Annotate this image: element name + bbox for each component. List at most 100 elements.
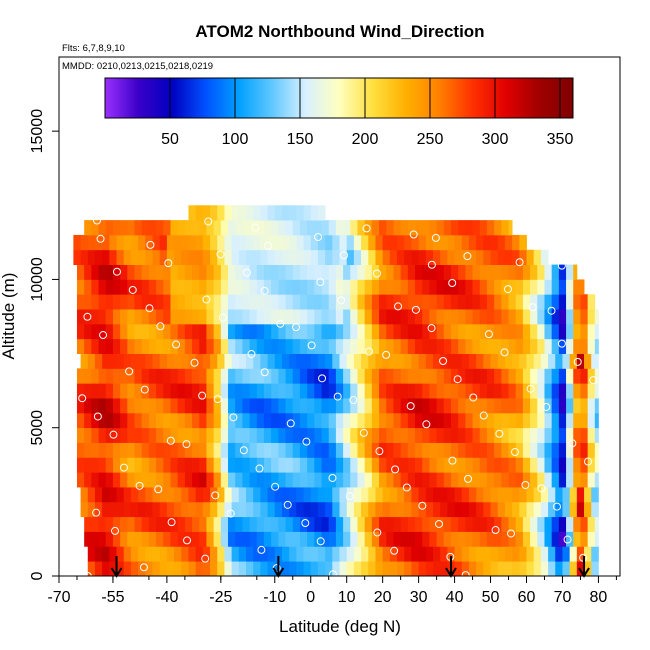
heatmap-cell (299, 264, 308, 280)
heatmap-cell (235, 412, 243, 429)
heatmap-cell (450, 338, 459, 354)
heatmap-cell (548, 501, 556, 518)
heatmap-cell (231, 249, 240, 265)
heatmap-cell (594, 398, 599, 414)
sample-point (119, 463, 128, 472)
heatmap-cell (263, 531, 272, 547)
heatmap-cell (465, 457, 473, 473)
heatmap-cell (105, 412, 114, 429)
heatmap-cell (289, 234, 297, 251)
heatmap-cell (105, 531, 114, 547)
heatmap-cell (220, 338, 229, 354)
heatmap-cell (87, 546, 96, 562)
sample-point (328, 570, 337, 579)
heatmap-cell (91, 398, 99, 414)
heatmap-cell (450, 294, 459, 310)
heatmap-cell (206, 412, 215, 429)
heatmap-cell (350, 427, 358, 443)
heatmap-cell (94, 487, 103, 503)
heatmap-cell (141, 516, 150, 532)
heatmap-cell (184, 279, 193, 295)
heatmap-cell (213, 309, 222, 325)
heatmap-cell (199, 279, 207, 295)
heatmap-cell (580, 279, 585, 295)
heatmap-cell (148, 472, 157, 488)
heatmap-cell (404, 234, 412, 251)
heatmap-cell (454, 487, 463, 503)
heatmap-cell (335, 398, 344, 414)
heatmap-cell (397, 546, 405, 562)
heatmap-cell (199, 531, 207, 547)
heatmap-cell (181, 487, 189, 503)
heatmap-cell (199, 264, 207, 280)
heatmap-cell (94, 353, 103, 369)
heatmap-cell (127, 323, 135, 340)
heatmap-cell (576, 546, 585, 562)
heatmap-cell (271, 368, 279, 384)
heatmap-cell (163, 398, 171, 414)
heatmap-cell (76, 264, 85, 280)
heatmap-cell (382, 234, 391, 251)
heatmap-cell (271, 338, 279, 354)
heatmap-cell (228, 427, 236, 443)
heatmap-cell (242, 427, 250, 443)
heatmap-cell (418, 487, 427, 503)
heatmap-cell (80, 501, 89, 518)
heatmap-cell (94, 249, 103, 265)
heatmap-cell (228, 220, 236, 236)
x-tick-label: 70 (554, 589, 572, 606)
heatmap-cell (400, 279, 409, 295)
heatmap-cell (138, 353, 146, 369)
heatmap-cell (321, 309, 330, 325)
heatmap-cell (112, 412, 121, 429)
heatmap-cell (296, 561, 304, 577)
heatmap-cell (566, 457, 574, 473)
heatmap-cell (350, 264, 358, 280)
heatmap-cell (522, 427, 531, 443)
heatmap-cell (228, 398, 236, 414)
sample-point (515, 258, 524, 267)
heatmap-cell (328, 516, 337, 532)
heatmap-cell (213, 442, 222, 458)
heatmap-cell (148, 442, 157, 458)
sample-point (164, 259, 173, 268)
heatmap-cell (235, 338, 243, 354)
heatmap-cell (566, 264, 574, 280)
heatmap-cell (256, 383, 265, 399)
heatmap-cell (170, 457, 179, 473)
heatmap-cell (555, 487, 563, 503)
heatmap-cell (148, 412, 157, 429)
sample-point (198, 391, 207, 400)
heatmap-cell (206, 516, 215, 532)
heatmap-cell (386, 220, 394, 236)
heatmap-cell (281, 205, 290, 221)
heatmap-cell (397, 249, 405, 265)
heatmap-cell (156, 457, 164, 473)
heatmap-cell (134, 383, 143, 399)
heatmap-cell (343, 472, 351, 488)
heatmap-cell (292, 412, 301, 429)
heatmap-cell (558, 338, 567, 354)
heatmap-cell (195, 487, 204, 503)
heatmap-cell (389, 249, 398, 265)
heatmap-cell (450, 472, 459, 488)
heatmap-cell (285, 427, 294, 443)
heatmap-cell (249, 368, 258, 384)
heatmap-cell (170, 472, 179, 488)
heatmap-cell (307, 398, 315, 414)
heatmap-cell (551, 412, 560, 429)
heatmap-cell (501, 323, 509, 340)
heatmap-cell (364, 516, 373, 532)
heatmap-cell (170, 294, 179, 310)
x-tick-label: 30 (410, 589, 428, 606)
heatmap-cell (166, 353, 175, 369)
heatmap-cell (465, 383, 473, 399)
heatmap-cell (76, 279, 85, 295)
sample-point (251, 223, 260, 232)
heatmap-cell (407, 412, 416, 429)
heatmap-cell (357, 279, 366, 295)
heatmap-cell (530, 323, 538, 340)
heatmap-cell (202, 501, 211, 518)
heatmap-cell (105, 368, 114, 384)
heatmap-cell (278, 323, 286, 340)
